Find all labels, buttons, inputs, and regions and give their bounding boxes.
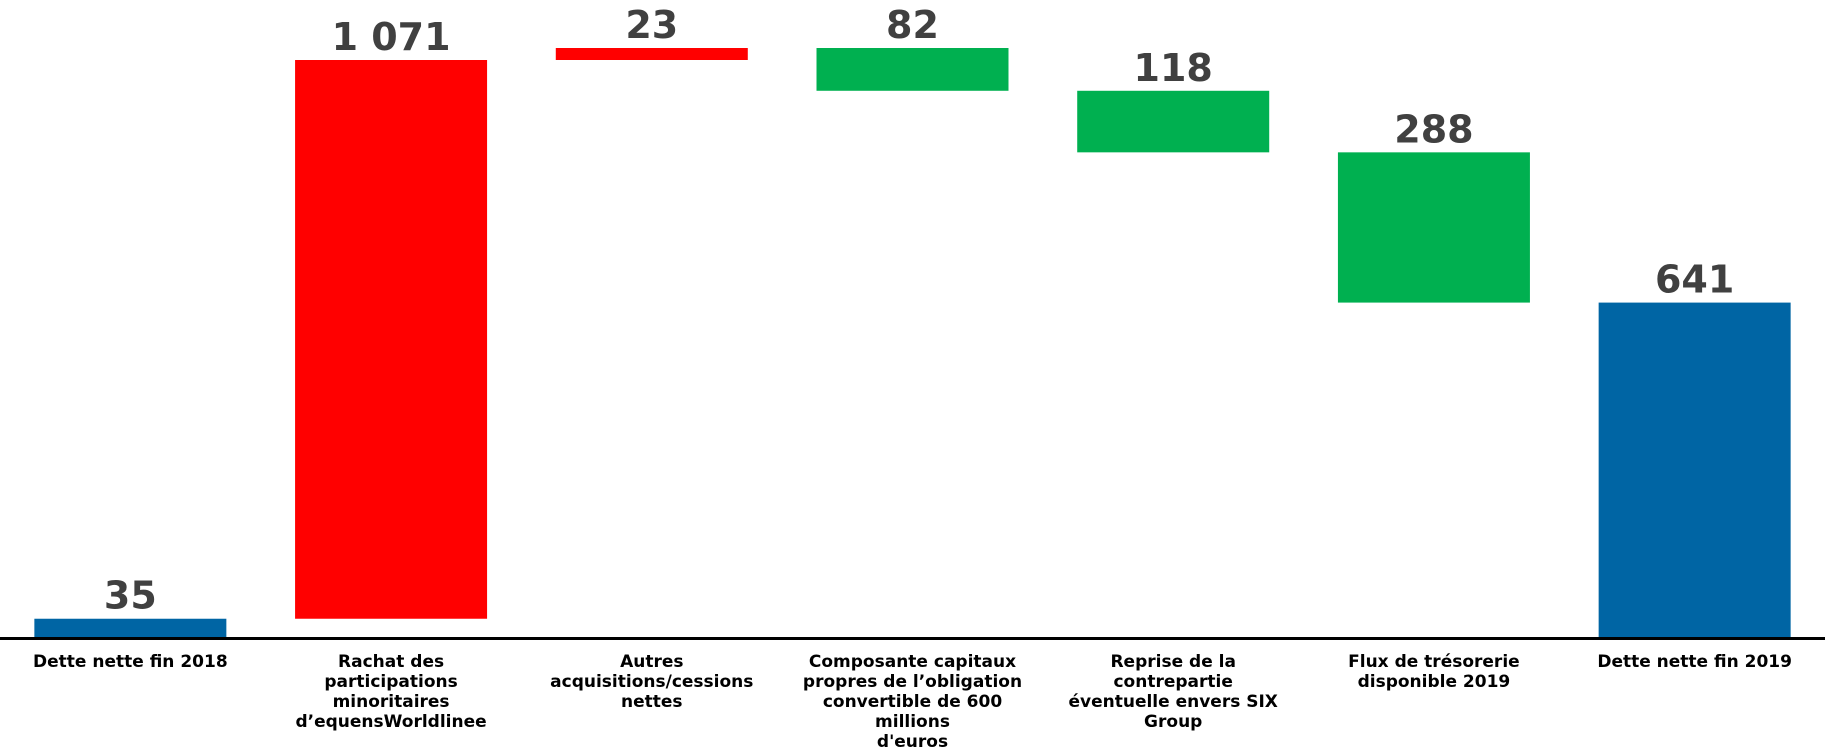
value-label-5: 118 bbox=[1134, 46, 1213, 90]
bar-3 bbox=[555, 48, 748, 60]
bar-4 bbox=[816, 48, 1009, 91]
category-label-3: Autres acquisitions/cessions nettes bbox=[550, 652, 754, 712]
bar-1 bbox=[34, 618, 227, 637]
category-label-4: Composante capitaux propres de l’obligat… bbox=[802, 652, 1023, 752]
category-label-2: Rachat des participations minoritaires d… bbox=[295, 652, 487, 732]
bar-2 bbox=[295, 60, 488, 619]
value-label-1: 35 bbox=[104, 574, 157, 618]
value-label-6: 288 bbox=[1394, 107, 1473, 151]
waterfall-chart: 35 1 071 23 82 118 288 641 bbox=[0, 3, 1825, 640]
bar-6 bbox=[1337, 152, 1530, 303]
value-labels-group: 35 1 071 23 82 118 288 641 bbox=[104, 3, 1734, 618]
value-label-3: 23 bbox=[625, 3, 678, 47]
bar-5 bbox=[1077, 90, 1270, 153]
value-label-7: 641 bbox=[1655, 258, 1734, 302]
category-label-1: Dette nette fin 2018 bbox=[33, 652, 228, 672]
category-label-5: Reprise de la contrepartie éventuelle en… bbox=[1068, 652, 1278, 732]
value-label-4: 82 bbox=[886, 3, 939, 47]
value-label-2: 1 071 bbox=[332, 15, 451, 59]
category-label-6: Flux de trésorerie disponible 2019 bbox=[1348, 652, 1520, 692]
bar-7 bbox=[1598, 302, 1791, 637]
bars-group bbox=[34, 48, 1791, 637]
category-label-7: Dette nette fin 2019 bbox=[1597, 652, 1792, 672]
